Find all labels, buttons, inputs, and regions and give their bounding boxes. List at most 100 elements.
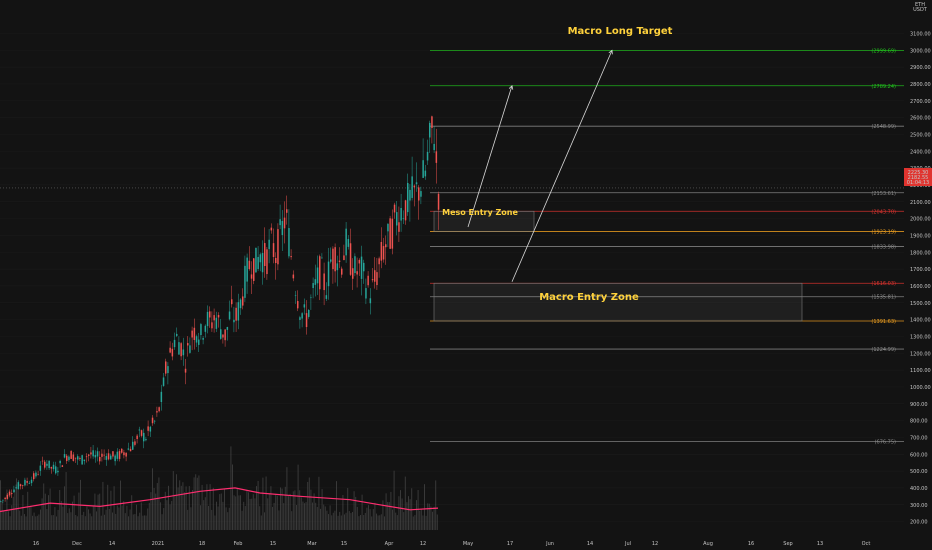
volume-bar	[262, 477, 264, 530]
candle-body	[63, 454, 66, 458]
candle-body	[332, 248, 334, 270]
candle-body	[92, 450, 94, 457]
candle-body	[409, 189, 411, 201]
volume-bar	[203, 500, 205, 530]
volume-bar	[232, 464, 233, 530]
volume-bar	[291, 511, 293, 530]
volume-bar	[396, 515, 398, 530]
candle-body	[437, 193, 440, 210]
candle-body	[147, 426, 149, 431]
candle-body	[77, 456, 79, 460]
volume-bar	[382, 500, 384, 530]
candle-body	[347, 239, 350, 247]
candle-body	[184, 368, 187, 373]
volume-bar	[164, 491, 166, 530]
volume-bar	[356, 506, 358, 530]
candle-body	[85, 456, 88, 458]
volume-bar	[257, 480, 259, 530]
level-label: (1535.81)	[871, 295, 896, 301]
candle-body	[96, 451, 99, 457]
volume-bar	[409, 499, 411, 530]
volume-bar	[283, 503, 285, 530]
volume-bar	[35, 516, 37, 530]
volume-bar	[28, 507, 30, 530]
candle-body	[433, 143, 435, 151]
candle-body	[404, 200, 407, 221]
volume-bar	[366, 507, 368, 530]
y-tick-label: 600.00	[910, 452, 928, 458]
candle-body	[321, 257, 323, 259]
volume-bar	[312, 502, 313, 530]
volume-bar	[174, 494, 176, 530]
volume-bar	[104, 514, 105, 530]
volume-bar	[329, 505, 331, 530]
volume-bar	[89, 513, 91, 530]
candle-body	[308, 310, 310, 317]
volume-bar	[236, 488, 238, 530]
volume-bar	[224, 489, 225, 530]
candle-body	[101, 453, 103, 457]
volume-bar	[147, 508, 149, 530]
badge-countdown: 01:04:13	[907, 180, 929, 186]
volume-bar	[211, 509, 213, 530]
level-label: (2153.61)	[871, 191, 896, 197]
candle-body	[26, 481, 28, 483]
candle-body	[288, 228, 290, 257]
volume-bar	[92, 505, 94, 530]
volume-bar	[25, 516, 27, 530]
candle-body	[297, 301, 299, 309]
volume-bar	[22, 494, 24, 530]
candle-body	[312, 283, 314, 289]
candle-body	[0, 500, 2, 502]
candle-body	[422, 160, 424, 178]
volume-bar	[78, 492, 80, 530]
entry-zone-box	[433, 282, 803, 322]
volume-bar	[94, 493, 96, 530]
volume-bar	[427, 503, 429, 530]
volume-bar	[276, 495, 278, 530]
volume-bar	[281, 488, 283, 530]
candle-body	[8, 491, 11, 496]
volume-bar	[51, 515, 53, 530]
volume-bar	[99, 493, 101, 530]
volume-bar	[424, 484, 425, 530]
time-axis: 16 Dec 14 2021 18 Feb 15 Mar 15 Apr 12 May 17 Jun 14 Ju…	[33, 541, 871, 547]
volume-bar	[214, 515, 216, 530]
candle-body	[222, 334, 224, 338]
candle-body	[275, 258, 277, 264]
candle-body	[70, 451, 72, 459]
volume-bar	[289, 493, 291, 530]
volume-bar	[139, 512, 141, 530]
candle-body	[180, 343, 182, 357]
volume-bar	[190, 507, 192, 530]
candle-body	[79, 457, 81, 459]
candle-body	[435, 151, 438, 163]
candle-body	[72, 454, 75, 461]
candle-body	[411, 176, 413, 198]
volume-bar	[36, 515, 38, 530]
candle-body	[213, 315, 215, 321]
candle-body	[17, 482, 20, 489]
volume-bar	[422, 515, 424, 530]
y-tick-label: 3100.00	[910, 31, 931, 37]
volume-bar	[228, 507, 230, 530]
volume-bar	[286, 467, 288, 530]
volume-bar	[321, 489, 323, 530]
candle-body	[323, 273, 325, 291]
volume-bar	[217, 506, 219, 530]
volume-bar	[305, 502, 307, 530]
horizontal-levels: (2999.69) (2789.24) (2548.99) (2153.61) (204…	[0, 48, 904, 445]
volume-bar	[368, 505, 369, 530]
volume-bar	[388, 502, 390, 530]
volume-bar	[212, 487, 214, 530]
volume-bar	[361, 494, 363, 530]
candle-body	[391, 218, 394, 249]
level-label: (1224.99)	[871, 347, 896, 353]
volume-bar	[166, 500, 168, 530]
candle-body	[136, 435, 138, 440]
candle-body	[165, 361, 167, 374]
level-label: (2999.69)	[871, 48, 896, 54]
candle-body	[235, 307, 237, 321]
volume-bar	[385, 493, 387, 530]
